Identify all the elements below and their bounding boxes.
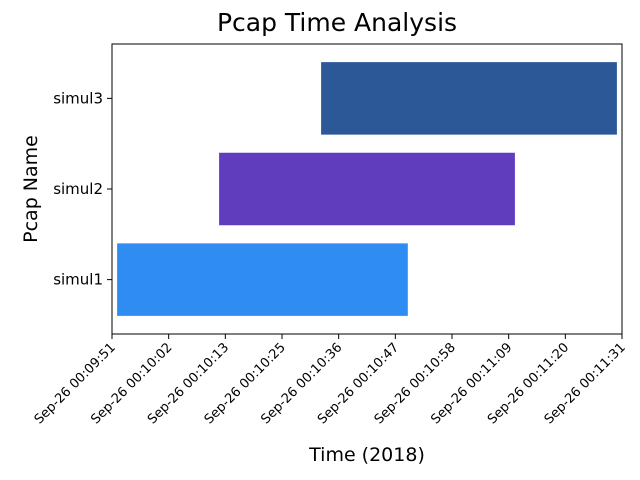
bars-group (117, 62, 617, 316)
bar-simul2 (219, 152, 515, 226)
y-axis-label: Pcap Name (20, 135, 42, 243)
y-tick-label: simul2 (53, 180, 103, 198)
x-axis-label: Time (2018) (308, 444, 425, 466)
y-axis-ticks: simul1 simul2 simul3 (53, 89, 112, 289)
y-tick-label: simul3 (53, 89, 103, 107)
chart-title: Pcap Time Analysis (217, 8, 457, 37)
bar-simul3 (321, 62, 617, 135)
bar-simul1 (117, 243, 408, 316)
y-tick-label: simul1 (53, 271, 103, 289)
